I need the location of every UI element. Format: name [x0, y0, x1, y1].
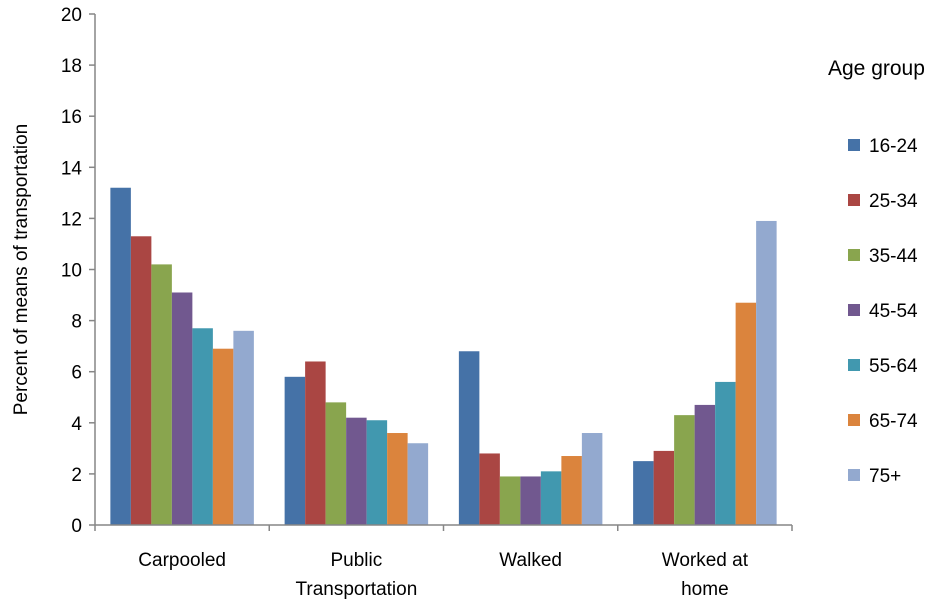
bars-group: [110, 187, 777, 526]
bar-75+: [581, 433, 603, 525]
y-tick-label: 10: [61, 261, 82, 282]
y-tick-label: 14: [61, 158, 83, 179]
bar-25-34: [653, 450, 675, 525]
legend-label: 45-54: [869, 301, 918, 322]
bar-45-54: [171, 292, 193, 525]
bar-35-44: [325, 402, 347, 525]
x-category-label: Public: [331, 550, 383, 571]
y-tick-label: 2: [71, 465, 82, 486]
legend-label: 35-44: [869, 246, 918, 267]
x-category-label: Carpooled: [138, 550, 226, 571]
x-category-label: Transportation: [295, 579, 417, 600]
x-category-label: home: [681, 579, 729, 600]
bar-65-74: [561, 456, 582, 525]
y-axis-title: Percent of means of transportation: [11, 124, 32, 416]
bar-75+: [756, 220, 777, 525]
bar-25-34: [305, 361, 326, 525]
bar-25-34: [479, 453, 500, 525]
bar-35-44: [499, 476, 521, 525]
bar-75+: [233, 330, 254, 525]
x-category-label: Worked at: [662, 550, 749, 571]
y-tick-label: 4: [71, 414, 82, 435]
legend-label: 16-24: [869, 136, 918, 157]
bar-65-74: [735, 302, 757, 525]
bar-55-64: [192, 328, 213, 525]
bar-45-54: [346, 417, 367, 525]
bar-65-74: [387, 433, 408, 525]
bar-25-34: [130, 236, 152, 525]
y-tick-label: 20: [61, 5, 82, 26]
legend-swatch: [848, 359, 860, 371]
legend-swatch: [848, 414, 860, 426]
bar-45-54: [694, 404, 716, 525]
bar-16-24: [633, 461, 654, 525]
x-categories-group: Carpooled Public Transportation Walked Worke…: [94, 525, 793, 600]
legend-label: 25-34: [869, 191, 918, 212]
bar-55-64: [715, 381, 736, 525]
bar-16-24: [110, 187, 131, 526]
bar-16-24: [284, 376, 306, 525]
legend-title: Age group: [828, 57, 925, 80]
bar-16-24: [458, 351, 480, 525]
x-category-label: Walked: [499, 550, 562, 571]
y-tick-label: 8: [71, 312, 82, 333]
bar-35-44: [674, 415, 695, 525]
legend-swatch: [848, 304, 860, 316]
y-tick-label: 12: [61, 209, 82, 230]
bar-75+: [407, 443, 429, 525]
bar-55-64: [540, 471, 562, 525]
bar-45-54: [520, 476, 541, 525]
y-tick-label: 0: [71, 516, 82, 537]
legend: Age group 16-24 25-34 35-44 45-54 55-64 65-74…: [828, 57, 925, 487]
legend-swatch: [848, 469, 860, 481]
bar-35-44: [151, 264, 172, 525]
legend-label: 65-74: [869, 411, 918, 432]
legend-swatch: [848, 139, 860, 151]
y-ticks-group: 0 2 4 6 8 10 12 14 16 18 20: [61, 5, 95, 537]
y-tick-label: 18: [61, 56, 82, 77]
legend-label: 55-64: [869, 356, 918, 377]
legend-swatch: [848, 249, 860, 261]
legend-swatch: [848, 194, 860, 206]
legend-label: 75+: [869, 466, 901, 487]
y-tick-label: 16: [61, 107, 82, 128]
bar-65-74: [212, 348, 234, 525]
y-tick-label: 6: [71, 363, 82, 384]
bar-55-64: [366, 420, 388, 525]
